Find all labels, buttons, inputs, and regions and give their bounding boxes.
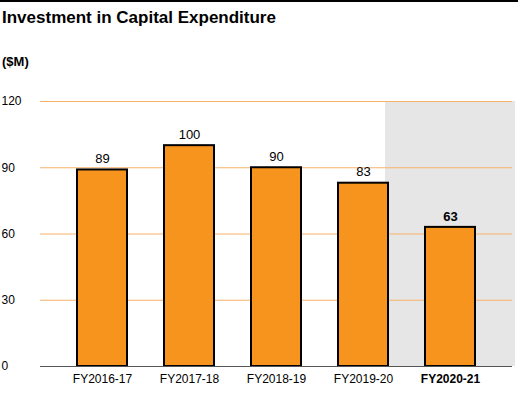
svg-text:100: 100 [179,127,201,142]
html-text:($M): ($M) [2,54,29,69]
svg-text:FY2018-19: FY2018-19 [247,372,307,386]
svg-text:83: 83 [356,164,370,179]
svg-text:89: 89 [95,151,109,166]
svg-text:30: 30 [2,293,16,307]
svg-text:90: 90 [269,149,283,164]
svg-text:90: 90 [2,161,16,175]
svg-text:FY2016-17: FY2016-17 [73,372,133,386]
svg-text:63: 63 [443,209,457,224]
svg-text:FY2019-20: FY2019-20 [334,372,394,386]
svg-text:60: 60 [2,227,16,241]
svg-text:0: 0 [2,359,9,373]
html-text:Investment in Capital Expendit: Investment in Capital Expenditure [2,8,276,27]
svg-text:FY2020-21: FY2020-21 [421,372,481,386]
svg-text:FY2017-18: FY2017-18 [160,372,220,386]
svg-text:120: 120 [2,94,22,108]
